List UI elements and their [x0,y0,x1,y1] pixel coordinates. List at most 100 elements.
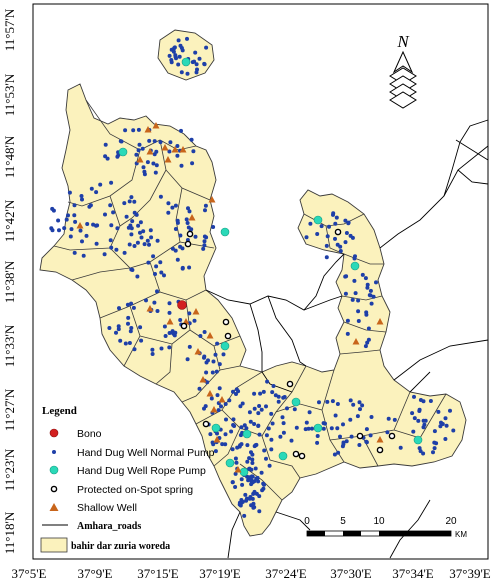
spring-point [334,228,342,236]
normal-pump-point [252,391,257,396]
woreda-polygons [39,29,467,537]
shallow-well-point [199,376,207,383]
normal-pump-point [250,480,255,485]
normal-pump-point [257,432,262,437]
lat-label-1: 11°53'N [2,73,17,116]
normal-pump-point [187,265,192,270]
normal-pump-point [236,389,241,394]
normal-pump-point [251,505,256,510]
normal-pump-point [202,330,207,334]
normal-pump-point [176,38,181,43]
normal-pump-point [202,234,207,239]
normal-pump-point [252,422,257,426]
normal-pump-point [412,394,416,399]
normal-pump-point [276,394,281,399]
normal-pump-point [186,225,191,230]
normal-pump-point [247,410,252,415]
normal-pump-point [235,445,240,450]
normal-pump-point [233,456,238,461]
normal-pump-point [127,242,132,247]
legend-label-normal-pump: Hand Dug Well Normal Pump [77,447,215,459]
normal-pump-point [252,444,257,449]
normal-pump-point [193,50,198,55]
normal-pump-point [138,230,142,235]
normal-pump-point [123,128,128,133]
normal-pump-point [66,213,70,218]
normal-pump-point [267,463,272,468]
normal-pump-point [215,393,220,398]
normal-pump-point [155,238,160,243]
normal-pump-point [184,217,189,222]
normal-pump-point [114,330,118,335]
normal-pump-point [262,448,267,453]
spring-point [388,432,396,440]
legend: Legend Bono Hand Dug Well Normal Pump Ha… [40,405,215,553]
normal-pump-point [364,312,369,317]
rope-pump-points [118,57,423,477]
rope-pump-point [242,429,252,439]
lon-label-6: 37°34'E [392,566,434,581]
normal-pump-point [239,442,244,447]
normal-pump-point [175,153,180,158]
normal-pump-point [258,391,263,396]
normal-pump-point [259,407,264,412]
normal-pump-point [333,413,338,418]
normal-pump-point [80,197,84,202]
normal-pump-point [187,344,192,349]
normal-pump-point [132,244,137,248]
shallow-well-point [234,466,242,473]
normal-pump-point [117,306,121,311]
normal-pump-point [132,210,137,215]
shallow-well-point [171,146,179,153]
normal-pump-point [170,246,175,251]
legend-label-spring: Protected on-Spot spring [77,484,193,496]
rope-pump-point [313,215,323,225]
normal-pump-point [246,478,251,483]
normal-pump-point [343,291,348,296]
normal-pump-point [335,426,340,431]
spring-point [184,240,192,248]
spring-point [224,332,232,340]
normal-pump-point [80,239,84,244]
normal-pump-point [146,260,151,265]
normal-pump-point [56,218,61,223]
normal-pump-point [175,218,180,223]
normal-pump-point [177,54,182,59]
normal-pump-point [356,319,361,323]
normal-pump-point [185,357,190,362]
normal-pump-point [253,466,258,471]
normal-pump-point [338,249,343,253]
legend-label-woreda: bahir dar zuria woreda [71,541,170,552]
normal-pump-point [340,444,345,449]
legend-label-bono: Bono [77,428,102,440]
rope-pump-point [413,435,423,445]
normal-pump-point [50,206,55,211]
normal-pump-point [421,418,426,423]
normal-pump-point [358,407,362,412]
normal-pump-point [369,415,374,419]
normal-pump-point [249,503,254,508]
normal-pump-point [167,53,172,58]
normal-pump-point [144,298,148,303]
normal-pump-point [72,213,77,218]
lat-label-8: 11°18'N [2,511,17,554]
normal-pump-point [357,443,362,447]
normal-pump-point [150,347,155,352]
normal-pump-point [239,425,244,430]
normal-pump-point [142,242,147,247]
normal-pump-point [167,301,172,306]
normal-pump-point [192,318,197,323]
normal-pump-point [345,318,350,323]
normal-pump-point [98,182,103,187]
normal-pump-point [202,239,207,244]
normal-pump-point [213,449,218,454]
scale-tick-0: 0 [304,516,310,527]
normal-pump-point [185,36,189,41]
normal-pump-points [49,36,456,518]
normal-pump-point [229,429,234,434]
legend-label-rope-pump: Hand Dug Well Rope Pump [77,465,206,477]
normal-pump-point [79,194,84,198]
normal-pump-point [307,410,312,415]
normal-pump-point [158,194,163,199]
normal-pump-point [428,399,433,403]
